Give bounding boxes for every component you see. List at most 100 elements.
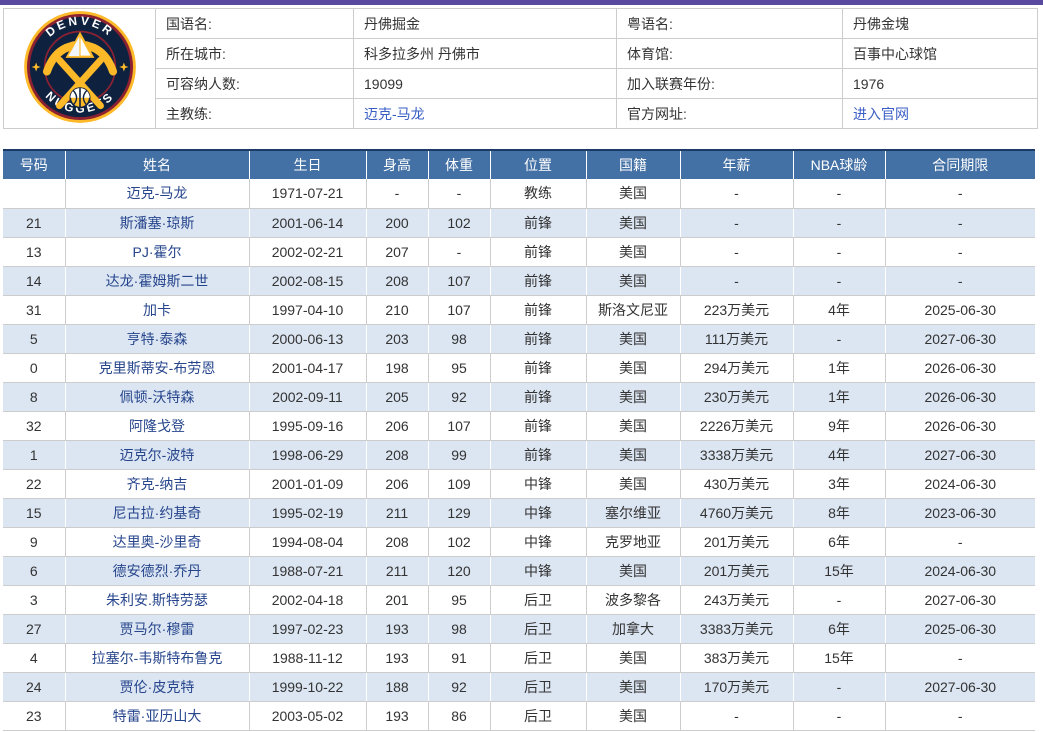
table-row: 23 特雷·亚历山大 2003-05-02 193 86 后卫 美国 - - -: [3, 701, 1035, 731]
name-cell: 尼古拉·约基奇: [65, 498, 250, 528]
birthday-cell: 2002-08-15: [249, 266, 367, 296]
nba-seniority-cell: 15年: [793, 643, 886, 673]
number-cell: 15: [3, 498, 66, 528]
table-row: 15 尼古拉·约基奇 1995-02-19 211 129 中锋 塞尔维亚 4760万美元 8年…: [3, 498, 1035, 528]
height-cell: 200: [366, 208, 429, 238]
col-header-number: 号码: [3, 150, 66, 179]
nba-seniority-cell: 8年: [793, 498, 886, 528]
contract-expiry-cell: 2026-06-30: [885, 411, 1035, 441]
height-cell: 206: [366, 411, 429, 441]
name-cell: 达龙·霍姆斯二世: [65, 266, 250, 296]
col-header-nba-seniority: NBA球龄: [793, 150, 886, 179]
col-header-birthday: 生日: [249, 150, 367, 179]
birthday-cell: 2002-04-18: [249, 585, 367, 615]
col-header-weight: 体重: [428, 150, 491, 179]
birthday-cell: 1971-07-21: [249, 179, 367, 209]
height-cell: 205: [366, 382, 429, 412]
player-name-link[interactable]: 达龙·霍姆斯二世: [105, 272, 209, 289]
info-value-city: 科多拉多州 丹佛市: [353, 38, 617, 69]
name-cell: 阿隆戈登: [65, 411, 250, 441]
contract-expiry-cell: -: [885, 266, 1035, 296]
contract-expiry-cell: -: [885, 527, 1035, 557]
number-cell: 31: [3, 295, 66, 325]
player-name-link[interactable]: 德安德烈·乔丹: [112, 562, 202, 579]
player-name-link[interactable]: 特雷·亚历山大: [112, 707, 202, 724]
weight-cell: 129: [428, 498, 491, 528]
player-name-link[interactable]: 佩顿-沃特森: [119, 388, 195, 405]
info-value-cn-name: 丹佛掘金: [353, 8, 617, 39]
col-header-position: 位置: [490, 150, 587, 179]
position-cell: 前锋: [490, 208, 587, 238]
weight-cell: 95: [428, 353, 491, 383]
info-value-capacity: 19099: [353, 68, 617, 99]
height-cell: 188: [366, 672, 429, 702]
birthday-cell: 1999-10-22: [249, 672, 367, 702]
position-cell: 后卫: [490, 643, 587, 673]
position-cell: 前锋: [490, 440, 587, 470]
salary-cell: -: [680, 266, 794, 296]
official-site-link[interactable]: 进入官网: [853, 105, 909, 122]
player-name-link[interactable]: 阿隆戈登: [129, 417, 185, 434]
height-cell: 210: [366, 295, 429, 325]
player-name-link[interactable]: 尼古拉·约基奇: [112, 504, 202, 521]
contract-expiry-cell: 2026-06-30: [885, 382, 1035, 412]
weight-cell: 107: [428, 411, 491, 441]
salary-cell: 3338万美元: [680, 440, 794, 470]
birthday-cell: 1994-08-04: [249, 527, 367, 557]
nba-seniority-cell: -: [793, 208, 886, 238]
table-row: 4 拉塞尔-韦斯特布鲁克 1988-11-12 193 91 后卫 美国 383万美元 15年 -: [3, 643, 1035, 673]
contract-expiry-cell: 2025-06-30: [885, 614, 1035, 644]
player-name-link[interactable]: 加卡: [143, 301, 171, 318]
player-name-link[interactable]: 贾伦·皮克特: [119, 678, 195, 695]
player-name-link[interactable]: PJ·霍尔: [132, 243, 182, 260]
position-cell: 后卫: [490, 672, 587, 702]
player-name-link[interactable]: 朱利安.斯特劳瑟: [106, 591, 208, 608]
info-label-capacity: 可容纳人数:: [155, 68, 354, 99]
player-name-link[interactable]: 斯潘塞·琼斯: [119, 214, 195, 231]
player-name-link[interactable]: 迈克尔-波特: [119, 446, 195, 463]
player-name-link[interactable]: 亨特·泰森: [126, 330, 188, 347]
table-row: 8 佩顿-沃特森 2002-09-11 205 92 前锋 美国 230万美元 1年 2026-0…: [3, 382, 1035, 412]
salary-cell: 170万美元: [680, 672, 794, 702]
number-cell: 3: [3, 585, 66, 615]
player-name-link[interactable]: 克里斯蒂安-布劳恩: [98, 359, 216, 376]
height-cell: 207: [366, 237, 429, 267]
roster-table: 号码 姓名 生日 身高 体重 位置 国籍 年薪 NBA球龄 合同期限 迈克-马龙 1971-07-2…: [3, 149, 1035, 731]
name-cell: 达里奥-沙里奇: [65, 527, 250, 557]
birthday-cell: 1998-06-29: [249, 440, 367, 470]
nba-seniority-cell: 9年: [793, 411, 886, 441]
table-row: 14 达龙·霍姆斯二世 2002-08-15 208 107 前锋 美国 - - -: [3, 266, 1035, 296]
weight-cell: -: [428, 179, 491, 209]
nba-seniority-cell: 15年: [793, 556, 886, 586]
weight-cell: 98: [428, 614, 491, 644]
number-cell: 6: [3, 556, 66, 586]
birthday-cell: 2001-01-09: [249, 469, 367, 499]
team-info-panel: DENVER NUGGETS: [3, 8, 1043, 129]
birthday-cell: 1997-04-10: [249, 295, 367, 325]
table-row: 3 朱利安.斯特劳瑟 2002-04-18 201 95 后卫 波多黎各 243万美元 -202…: [3, 585, 1035, 615]
player-name-link[interactable]: 贾马尔·穆雷: [119, 620, 195, 637]
position-cell: 后卫: [490, 585, 587, 615]
position-cell: 后卫: [490, 614, 587, 644]
position-cell: 中锋: [490, 498, 587, 528]
table-row: 27 贾马尔·穆雷 1997-02-23 193 98 后卫 加拿大 3383万美元 6年 202…: [3, 614, 1035, 644]
weight-cell: 92: [428, 382, 491, 412]
player-name-link[interactable]: 迈克-马龙: [126, 185, 188, 202]
player-name-link[interactable]: 拉塞尔-韦斯特布鲁克: [91, 649, 223, 666]
contract-expiry-cell: 2027-06-30: [885, 324, 1035, 354]
weight-cell: 102: [428, 527, 491, 557]
contract-expiry-cell: -: [885, 643, 1035, 673]
birthday-cell: 1988-11-12: [249, 643, 367, 673]
nationality-cell: 美国: [586, 353, 681, 383]
weight-cell: -: [428, 237, 491, 267]
player-name-link[interactable]: 齐克-纳吉: [126, 475, 188, 492]
nba-seniority-cell: 3年: [793, 469, 886, 499]
position-cell: 前锋: [490, 237, 587, 267]
height-cell: 203: [366, 324, 429, 354]
name-cell: 贾马尔·穆雷: [65, 614, 250, 644]
height-cell: 201: [366, 585, 429, 615]
player-name-link[interactable]: 达里奥-沙里奇: [112, 533, 202, 550]
contract-expiry-cell: 2026-06-30: [885, 353, 1035, 383]
salary-cell: 2226万美元: [680, 411, 794, 441]
head-coach-link[interactable]: 迈克-马龙: [364, 105, 425, 122]
